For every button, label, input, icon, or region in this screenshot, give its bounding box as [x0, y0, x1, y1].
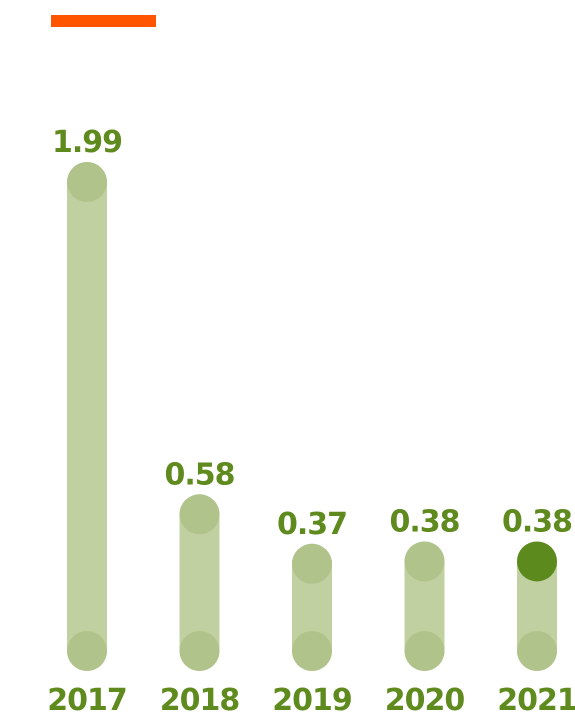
- category-label: 2018: [160, 683, 240, 715]
- category-label: 2019: [272, 683, 352, 715]
- value-marker: [404, 541, 445, 582]
- value-marker: [292, 543, 332, 584]
- bar-2017: [67, 162, 107, 671]
- bar-2018: [179, 494, 220, 671]
- category-label: 2021: [497, 683, 575, 715]
- category-label: 2017: [47, 683, 127, 715]
- highlight-value-marker: [517, 541, 557, 582]
- bar-base-cap: [292, 631, 332, 671]
- value-label: 0.38: [389, 504, 459, 539]
- accent-bar: [51, 15, 156, 27]
- bar-base-cap: [179, 631, 220, 671]
- value-label: 0.38: [502, 504, 572, 539]
- value-marker: [67, 162, 107, 202]
- bar-base-cap: [517, 631, 557, 671]
- value-label: 0.58: [164, 457, 234, 492]
- value-marker: [179, 494, 220, 535]
- bar-base-cap: [67, 631, 107, 671]
- category-label: 2020: [385, 683, 465, 715]
- value-label: 1.99: [52, 125, 122, 160]
- bar-base-cap: [404, 631, 445, 671]
- value-label: 0.37: [277, 507, 347, 542]
